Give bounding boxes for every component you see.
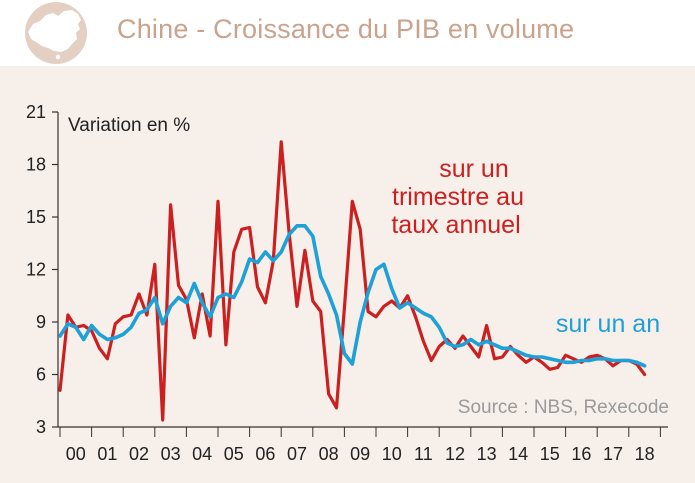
x-tick-label: 04 (192, 444, 212, 464)
y-tick-label: 18 (26, 155, 46, 175)
x-tick-label: 06 (255, 444, 275, 464)
ylabel-text: Variation en % (68, 115, 190, 136)
x-tick-label: 05 (224, 444, 244, 464)
source-text: Source : NBS, Rexecode (458, 397, 669, 418)
chart-axes: 3 6 9 12 15 18 21 00 01 02 03 04 05 06 07 08 09 10 11 12 13 1… (26, 102, 668, 464)
china-map-icon (25, 2, 87, 64)
x-tick-label: 10 (382, 444, 402, 464)
x-tick-label: 16 (571, 444, 591, 464)
y-tick-label: 9 (36, 312, 46, 332)
china-map-shape (28, 10, 81, 52)
y-tick-label: 15 (26, 207, 46, 227)
y-tick-label: 21 (26, 102, 46, 122)
annual-series-label: sur un an (556, 310, 660, 338)
quarterly-series-line (58, 140, 647, 422)
y-tick-label: 3 (36, 417, 46, 437)
x-tick-label: 18 (635, 444, 655, 464)
quarterly-series-label-line: taux annuel (391, 211, 520, 239)
y-tick-label: 12 (26, 260, 46, 280)
quarterly-series-label-line: sur un (439, 155, 508, 183)
x-tick-label: 12 (445, 444, 465, 464)
x-tick-label: 00 (66, 444, 86, 464)
chart-series (58, 140, 647, 422)
hainan-island (55, 54, 61, 60)
x-tick-label: 09 (350, 444, 370, 464)
y-tick-label: 6 (36, 365, 46, 385)
x-tick-label: 13 (477, 444, 497, 464)
x-tick-label: 07 (287, 444, 307, 464)
quarterly-series-label-line: trimestre au (392, 183, 524, 211)
x-tick-label: 15 (540, 444, 560, 464)
x-tick-label: 17 (603, 444, 623, 464)
chart-annotations: Variation en % Source : NBS, Rexecode su… (68, 115, 669, 418)
x-tick-label: 03 (161, 444, 181, 464)
annual-series-line (58, 224, 647, 368)
x-tick-label: 14 (508, 444, 528, 464)
chart-header: Chine - Croissance du PIB en volume (0, 0, 695, 66)
x-tick-label: 01 (97, 444, 117, 464)
chart-title: Chine - Croissance du PIB en volume (117, 14, 575, 44)
x-tick-label: 11 (414, 444, 433, 464)
x-tick-label: 08 (319, 444, 339, 464)
x-tick-label: 02 (129, 444, 149, 464)
